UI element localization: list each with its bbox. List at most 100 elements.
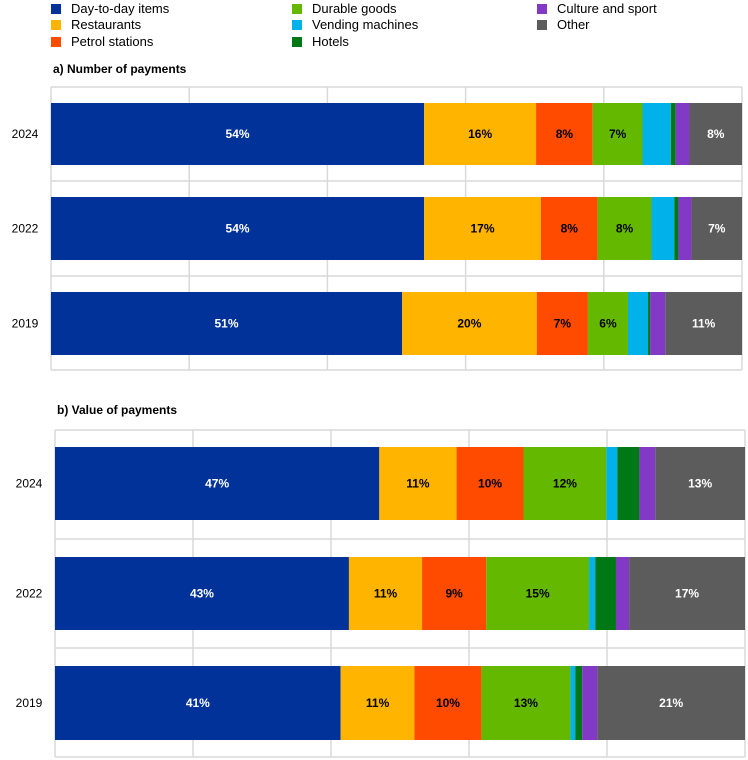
legend-label: Day-to-day items <box>71 1 170 16</box>
legend-item: Day-to-day items <box>51 1 170 16</box>
data-label: 8% <box>556 127 574 141</box>
bar-segment <box>402 292 537 355</box>
panel-title: b) Value of payments <box>57 403 177 417</box>
category-label: 2024 <box>12 127 39 141</box>
bar-segment <box>589 557 596 630</box>
category-label: 2019 <box>16 696 43 710</box>
data-label: 13% <box>514 696 538 710</box>
legend-item: Culture and sport <box>537 1 657 16</box>
bar-segment <box>606 447 618 520</box>
bar-segment <box>587 292 628 355</box>
bar-segment <box>523 447 607 520</box>
bar-segment <box>51 103 425 165</box>
bar-segment <box>691 197 742 260</box>
legend-item: Petrol stations <box>51 34 154 49</box>
legend-swatch <box>292 4 302 14</box>
bar-segment <box>650 292 666 355</box>
data-label: 12% <box>553 477 577 491</box>
bar-segment <box>424 103 537 165</box>
bar-segment <box>689 103 742 165</box>
data-label: 17% <box>675 587 699 601</box>
category-label: 2022 <box>12 222 39 236</box>
data-label: 54% <box>226 222 250 236</box>
bar-segment <box>639 447 656 520</box>
bar-segment <box>536 103 593 165</box>
bar-segment <box>51 197 425 260</box>
legend-swatch <box>292 20 302 30</box>
data-label: 43% <box>190 587 214 601</box>
bar-segment <box>617 447 640 520</box>
bar-segment <box>55 666 341 740</box>
data-label: 21% <box>659 696 683 710</box>
legend-label: Culture and sport <box>557 1 657 16</box>
data-label: 47% <box>205 477 229 491</box>
bar-segment <box>414 666 482 740</box>
bar-segment <box>536 292 588 355</box>
data-label: 15% <box>526 587 550 601</box>
bar-segment <box>597 197 652 260</box>
legend-swatch <box>51 20 61 30</box>
category-label: 2019 <box>12 317 39 331</box>
bar-segment <box>675 103 690 165</box>
data-label: 6% <box>599 317 617 331</box>
legend-item: Restaurants <box>51 17 142 32</box>
data-label: 10% <box>436 696 460 710</box>
bar-segment <box>540 197 598 260</box>
data-label: 11% <box>406 477 430 491</box>
bar-segment <box>379 447 457 520</box>
legend-label: Vending machines <box>312 17 419 32</box>
bar-segment <box>670 103 676 165</box>
data-label: 20% <box>457 317 481 331</box>
bar-segment <box>648 292 651 355</box>
category-label: 2022 <box>16 587 43 601</box>
bar-segment <box>570 666 576 740</box>
bar-segment <box>582 666 598 740</box>
bar-segment <box>595 557 616 630</box>
data-label: 16% <box>468 127 492 141</box>
legend-swatch <box>537 20 547 30</box>
bar-segment <box>55 447 380 520</box>
legend-item: Durable goods <box>292 1 397 16</box>
legend-item: Vending machines <box>292 17 419 32</box>
data-label: 51% <box>214 317 238 331</box>
data-label: 7% <box>554 317 572 331</box>
legend-label: Petrol stations <box>71 34 154 49</box>
data-label: 11% <box>366 696 390 710</box>
data-label: 13% <box>688 477 712 491</box>
panel-number: a) Number of payments 2024 54% 16% 8% 7% 8% 202… <box>12 62 743 371</box>
bar-segment <box>665 292 742 355</box>
bar-segment <box>340 666 415 740</box>
bar-segment <box>651 197 675 260</box>
bar-segment <box>629 557 745 630</box>
legend-label: Other <box>557 17 590 32</box>
legend-item: Other <box>537 17 590 32</box>
bar-segment <box>597 666 745 740</box>
legend-swatch <box>537 4 547 14</box>
data-label: 7% <box>609 127 627 141</box>
bar-segment <box>674 197 679 260</box>
panel-title: a) Number of payments <box>53 62 187 76</box>
bar-segment <box>456 447 524 520</box>
data-label: 54% <box>226 127 250 141</box>
data-label: 41% <box>186 696 210 710</box>
bar-segment <box>424 197 541 260</box>
bar-segment <box>55 557 349 630</box>
legend-label: Restaurants <box>71 17 142 32</box>
legend-label: Hotels <box>312 34 349 49</box>
data-label: 11% <box>374 587 398 601</box>
bar-segment <box>575 666 583 740</box>
bar-segment <box>642 103 671 165</box>
bar-segment <box>348 557 423 630</box>
bar-segment <box>592 103 643 165</box>
data-label: 10% <box>478 477 502 491</box>
bar-segment <box>678 197 692 260</box>
data-label: 9% <box>445 587 463 601</box>
legend-swatch <box>292 37 302 47</box>
bar-segment <box>422 557 487 630</box>
data-label: 17% <box>471 222 495 236</box>
data-label: 8% <box>561 222 579 236</box>
bar-segment <box>51 292 403 355</box>
bar-segment <box>486 557 590 630</box>
